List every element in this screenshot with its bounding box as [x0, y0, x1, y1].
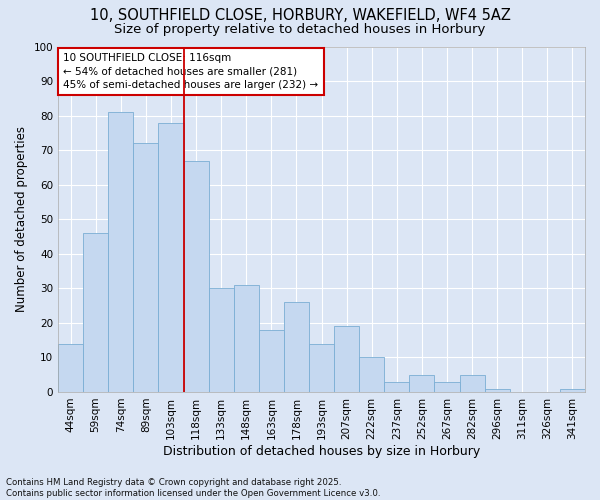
Bar [184, 160, 209, 392]
Bar [485, 388, 510, 392]
Bar [108, 112, 133, 392]
X-axis label: Distribution of detached houses by size in Horbury: Distribution of detached houses by size … [163, 444, 480, 458]
Text: 10 SOUTHFIELD CLOSE: 116sqm
← 54% of detached houses are smaller (281)
45% of se: 10 SOUTHFIELD CLOSE: 116sqm ← 54% of det… [64, 54, 319, 90]
Bar [334, 326, 359, 392]
Bar [409, 374, 434, 392]
Bar [259, 330, 284, 392]
Bar [83, 233, 108, 392]
Bar [309, 344, 334, 392]
Bar [384, 382, 409, 392]
Bar [58, 344, 83, 392]
Text: Contains HM Land Registry data © Crown copyright and database right 2025.
Contai: Contains HM Land Registry data © Crown c… [6, 478, 380, 498]
Bar [233, 285, 259, 392]
Text: 10, SOUTHFIELD CLOSE, HORBURY, WAKEFIELD, WF4 5AZ: 10, SOUTHFIELD CLOSE, HORBURY, WAKEFIELD… [89, 8, 511, 22]
Bar [133, 143, 158, 392]
Text: Size of property relative to detached houses in Horbury: Size of property relative to detached ho… [115, 22, 485, 36]
Bar [359, 358, 384, 392]
Y-axis label: Number of detached properties: Number of detached properties [15, 126, 28, 312]
Bar [434, 382, 460, 392]
Bar [158, 122, 184, 392]
Bar [560, 388, 585, 392]
Bar [209, 288, 233, 392]
Bar [284, 302, 309, 392]
Bar [460, 374, 485, 392]
